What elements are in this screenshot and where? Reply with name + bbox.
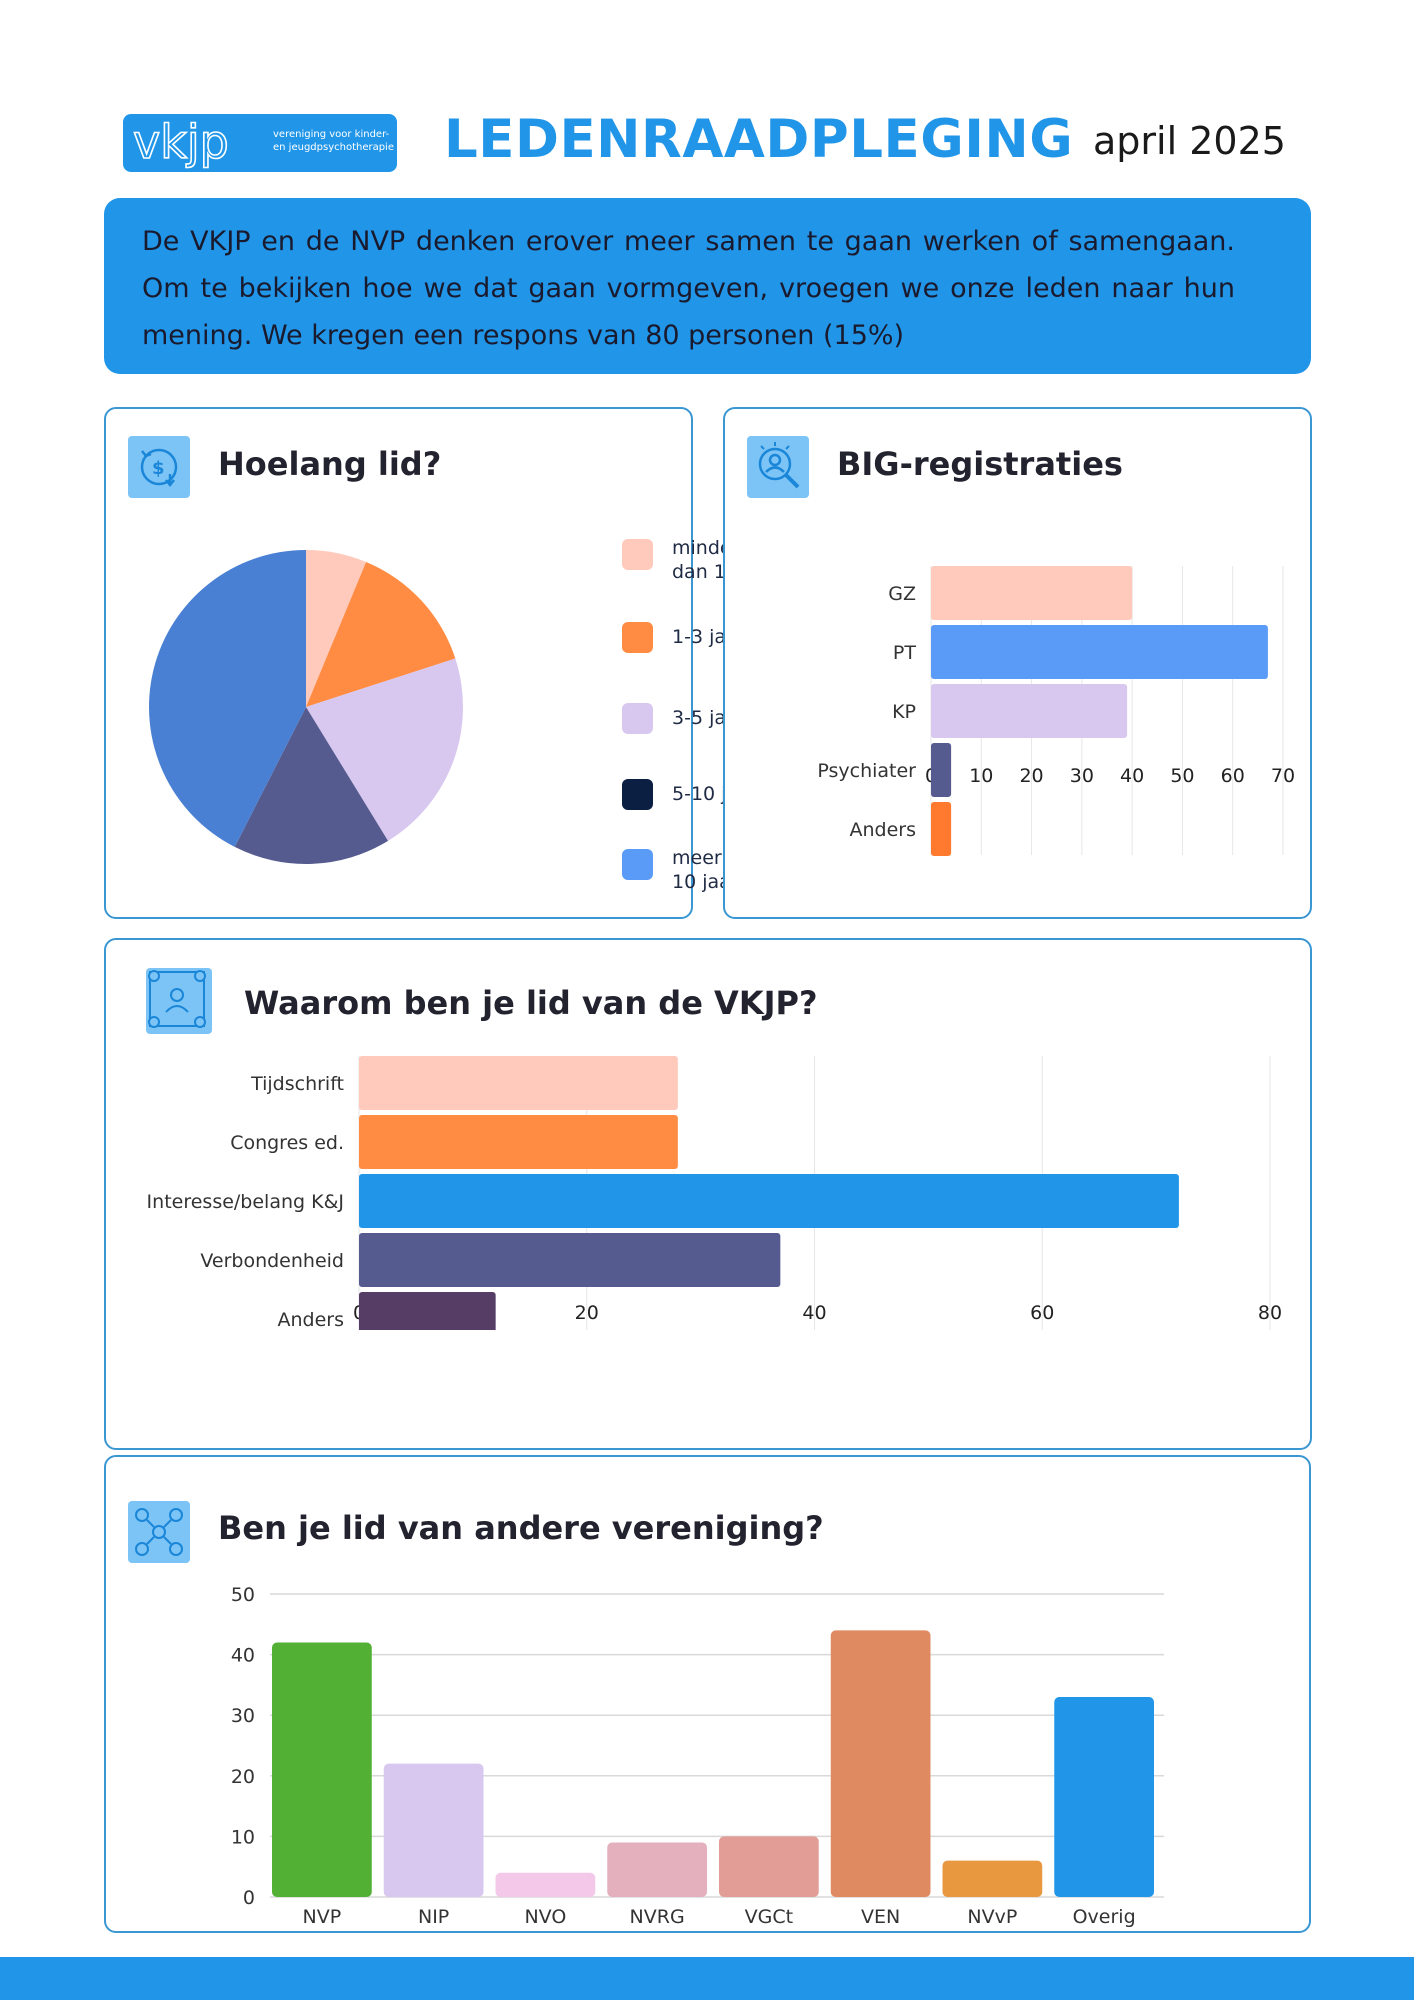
category-label: Anders bbox=[850, 819, 917, 841]
x-tick-label: 70 bbox=[1271, 765, 1295, 787]
bar-6 bbox=[942, 1860, 1043, 1897]
y-tick-label: 0 bbox=[243, 1887, 255, 1909]
network-people-icon bbox=[146, 968, 212, 1034]
big-bar-chart: 010203040506070GZPTKPPsychiaterAnders bbox=[817, 566, 1295, 856]
bar-0 bbox=[272, 1642, 372, 1897]
bar-0 bbox=[359, 1056, 678, 1110]
x-tick-label: 20 bbox=[575, 1302, 599, 1324]
category-label: Overig bbox=[1073, 1906, 1136, 1928]
category-label: NVO bbox=[524, 1906, 566, 1928]
bar-5 bbox=[830, 1630, 931, 1897]
legend-swatch bbox=[622, 539, 653, 570]
bar-4 bbox=[359, 1292, 496, 1330]
category-label: Verbondenheid bbox=[200, 1250, 344, 1272]
category-label: VGCt bbox=[745, 1906, 793, 1928]
x-tick-label: 20 bbox=[1019, 765, 1043, 787]
category-label: PT bbox=[893, 642, 916, 664]
bar-1 bbox=[931, 625, 1268, 679]
why-card: Waarom ben je lid van de VKJP? 020406080… bbox=[104, 938, 1312, 1450]
x-tick-label: 10 bbox=[969, 765, 993, 787]
logo-text: vereniging voor kinder- en jeugdpsychoth… bbox=[273, 128, 394, 154]
category-label: NIP bbox=[418, 1906, 449, 1928]
legend-swatch bbox=[622, 703, 653, 734]
bar-1 bbox=[359, 1115, 678, 1169]
membership-card: $ Hoelang lid? minder dan 1 jaar1-3 jaar… bbox=[104, 407, 768, 919]
why-title: Waarom ben je lid van de VKJP? bbox=[244, 984, 818, 1022]
legend-swatch bbox=[622, 849, 653, 880]
logo-line-2: en jeugdpsychotherapie bbox=[273, 142, 394, 153]
bar-0 bbox=[931, 566, 1133, 620]
bar-4 bbox=[719, 1836, 819, 1897]
bar-1 bbox=[383, 1763, 484, 1897]
y-tick-label: 10 bbox=[231, 1826, 255, 1848]
pie-slice-4 bbox=[148, 550, 306, 847]
category-label: NVvP bbox=[967, 1906, 1017, 1928]
x-tick-label: 50 bbox=[1170, 765, 1194, 787]
category-label: NVP bbox=[303, 1906, 342, 1928]
vkjp-logo: vkjp vereniging voor kinder- en jeugdpsy… bbox=[123, 114, 397, 172]
membership-pie-chart bbox=[148, 550, 464, 864]
category-label: VEN bbox=[861, 1906, 900, 1928]
y-tick-label: 30 bbox=[231, 1705, 255, 1727]
bar-3 bbox=[931, 743, 952, 797]
footer-bar bbox=[0, 1957, 1414, 2000]
category-label: GZ bbox=[888, 583, 916, 605]
big-card: BIG-registraties 010203040506070GZPTKPPs… bbox=[723, 407, 1312, 919]
bar-2 bbox=[931, 684, 1128, 738]
bar-4 bbox=[931, 802, 952, 856]
legend-swatch bbox=[622, 779, 653, 810]
vkjp-logo-mark: vkjp bbox=[132, 118, 229, 170]
connected-people-icon bbox=[128, 1501, 190, 1563]
bar-2 bbox=[359, 1174, 1179, 1228]
category-label: KP bbox=[892, 701, 916, 723]
category-label: Tijdschrift bbox=[250, 1073, 344, 1095]
legend-swatch bbox=[622, 622, 653, 653]
y-tick-label: 50 bbox=[231, 1584, 255, 1606]
page-title: LEDENRAADPLEGING bbox=[444, 109, 1074, 170]
pie-slice-1 bbox=[306, 561, 456, 707]
category-label: Congres ed. bbox=[230, 1132, 344, 1154]
date-label: april 2025 bbox=[1093, 119, 1286, 163]
category-label: Psychiater bbox=[817, 760, 916, 782]
logo-line-1: vereniging voor kinder- bbox=[273, 129, 390, 140]
pie-slice-0 bbox=[306, 550, 367, 707]
membership-title: Hoelang lid? bbox=[218, 445, 442, 483]
other-card: Ben je lid van andere vereniging? 0 10 20 3… bbox=[104, 1455, 1311, 1933]
svg-text:$: $ bbox=[152, 458, 165, 479]
category-label: Anders bbox=[278, 1309, 345, 1330]
logo-mark-text: vkjp bbox=[133, 118, 229, 169]
y-tick-label: 20 bbox=[231, 1766, 255, 1788]
x-tick-label: 30 bbox=[1070, 765, 1094, 787]
category-label: NVRG bbox=[630, 1906, 685, 1928]
x-tick-label: 40 bbox=[802, 1302, 826, 1324]
x-tick-label: 80 bbox=[1258, 1302, 1282, 1324]
pie-slice-2 bbox=[306, 658, 464, 841]
x-tick-label: 60 bbox=[1221, 765, 1245, 787]
person-search-icon bbox=[747, 436, 809, 498]
other-title: Ben je lid van andere vereniging? bbox=[218, 1509, 824, 1547]
category-label: Interesse/belang K&J bbox=[147, 1191, 344, 1213]
bar-3 bbox=[607, 1842, 707, 1897]
bar-7 bbox=[1054, 1697, 1154, 1897]
y-tick-label: 40 bbox=[231, 1645, 255, 1667]
intro-banner: De VKJP en de NVP denken erover meer sam… bbox=[104, 198, 1311, 374]
big-title: BIG-registraties bbox=[837, 445, 1123, 483]
pie-slice-3 bbox=[234, 707, 389, 864]
x-tick-label: 60 bbox=[1030, 1302, 1054, 1324]
bar-2 bbox=[495, 1872, 596, 1897]
money-cycle-icon: $ bbox=[128, 436, 190, 498]
intro-text: De VKJP en de NVP denken erover meer sam… bbox=[142, 226, 1235, 351]
other-bar-chart: 0 10 20 30 40 50 NVP NIP NVO NVRG VGCt VEN NVvP Overi… bbox=[231, 1584, 1164, 1928]
why-bar-chart: 020406080TijdschriftCongres ed.Interesse… bbox=[147, 1056, 1282, 1330]
bar-3 bbox=[359, 1233, 781, 1287]
x-tick-label: 40 bbox=[1120, 765, 1144, 787]
